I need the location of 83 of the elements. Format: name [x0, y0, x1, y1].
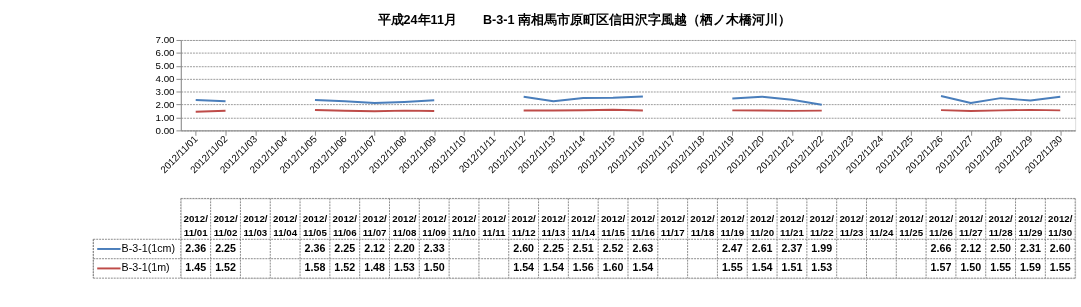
data-label: 1.55 [990, 261, 1012, 274]
data-label: 1.58 [304, 261, 326, 274]
category-label: 2012/11/10 [451, 212, 477, 239]
category-label: 2012/11/25 [899, 212, 924, 239]
category-label: 2012/11/22 [809, 212, 834, 239]
category-label: 2012/11/19 [720, 212, 745, 239]
data-label: 2.47 [721, 241, 743, 254]
y-tick-label: 5.00 [155, 60, 176, 72]
category-label: 2012/11/05 [302, 212, 328, 239]
data-label: 1.55 [721, 261, 743, 274]
data-label: 2.50 [990, 241, 1012, 254]
data-label: 1.52 [215, 261, 236, 274]
data-label: 2.25 [334, 241, 356, 254]
y-tick-label: 7.00 [155, 34, 176, 46]
y-tick-label: 4.00 [155, 73, 176, 85]
category-label: 2012/11/29 [1018, 212, 1043, 239]
data-label: 2.60 [513, 241, 535, 254]
data-label: 1.51 [781, 261, 803, 274]
category-label: 2012/11/15 [600, 212, 626, 239]
y-tick-label: 3.00 [155, 86, 176, 98]
legend-label: B-3-1(1m) [121, 261, 170, 274]
data-label: 1.55 [1049, 261, 1071, 274]
data-label: 2.33 [423, 241, 445, 254]
data-label: 1.54 [751, 261, 773, 274]
data-label: 1.52 [334, 261, 356, 274]
category-label: 2012/11/12 [511, 212, 536, 239]
category-label: 2012/11/14 [571, 212, 596, 239]
category-label: 2012/11/28 [988, 212, 1013, 239]
category-label: 2012/11/20 [749, 212, 775, 239]
y-tick-label: 2.00 [155, 98, 176, 110]
category-label: 2012/11/01 [183, 212, 208, 239]
legend-label: B-3-1(1cm) [121, 241, 175, 254]
category-label: 2012/11/02 [213, 212, 238, 239]
category-label: 2012/11/23 [839, 212, 864, 239]
y-tick-label: 0.00 [155, 124, 176, 136]
data-label: 1.53 [394, 261, 415, 274]
category-label: 2012/11/21 [779, 212, 805, 239]
category-label: 2012/11/03 [243, 212, 268, 239]
category-label: 2012/11/04 [272, 212, 298, 239]
data-label: 2.61 [751, 241, 773, 254]
data-label: 2.66 [930, 241, 952, 254]
data-label: 1.50 [423, 261, 445, 274]
y-tick-label: 1.00 [155, 111, 176, 123]
data-label: 2.36 [304, 241, 326, 254]
data-label: 2.63 [632, 241, 654, 254]
data-label: 2.12 [960, 241, 982, 254]
data-label: 1.53 [811, 261, 833, 274]
category-label: 2012/11/08 [392, 212, 417, 239]
category-label: 2012/11/17 [660, 212, 685, 239]
data-label: 2.52 [602, 241, 624, 254]
data-label: 1.60 [602, 261, 624, 274]
data-label: 2.20 [394, 241, 415, 254]
data-label: 2.12 [364, 241, 386, 254]
chart-title: 平成24年11月 B-3-1 南相馬市原町区信田沢字風越（栖ノ木橋河川） [376, 11, 791, 27]
category-label: 2012/11/18 [690, 212, 715, 239]
data-label: 1.99 [811, 241, 833, 254]
data-label: 1.54 [543, 261, 564, 274]
category-label: 2012/11/13 [541, 212, 566, 239]
data-label: 1.57 [930, 261, 952, 274]
category-label: 2012/11/24 [869, 212, 894, 239]
category-label: 2012/11/07 [362, 212, 387, 239]
data-label: 1.54 [632, 261, 654, 274]
category-label: 2012/11/11 [481, 212, 506, 239]
data-label: 2.51 [572, 241, 594, 254]
category-label: 2012/11/09 [422, 212, 447, 239]
data-label: 2.25 [543, 241, 564, 254]
data-label: 2.37 [781, 241, 803, 254]
category-label: 2012/11/06 [332, 212, 357, 239]
data-label: 1.56 [572, 261, 594, 274]
data-label: 1.54 [513, 261, 535, 274]
data-label: 1.48 [364, 261, 386, 274]
data-label: 1.50 [960, 261, 982, 274]
data-label: 2.60 [1049, 241, 1071, 254]
category-label: 2012/11/16 [630, 212, 656, 239]
data-label: 1.45 [185, 261, 207, 274]
category-label: 2012/11/26 [928, 212, 954, 239]
y-tick-label: 6.00 [155, 47, 176, 59]
data-label: 2.36 [185, 241, 207, 254]
data-label: 2.31 [1020, 241, 1041, 254]
data-label: 2.25 [215, 241, 236, 254]
category-label: 2012/11/30 [1048, 212, 1073, 239]
category-label: 2012/11/27 [958, 212, 983, 239]
data-label: 1.59 [1020, 261, 1041, 274]
